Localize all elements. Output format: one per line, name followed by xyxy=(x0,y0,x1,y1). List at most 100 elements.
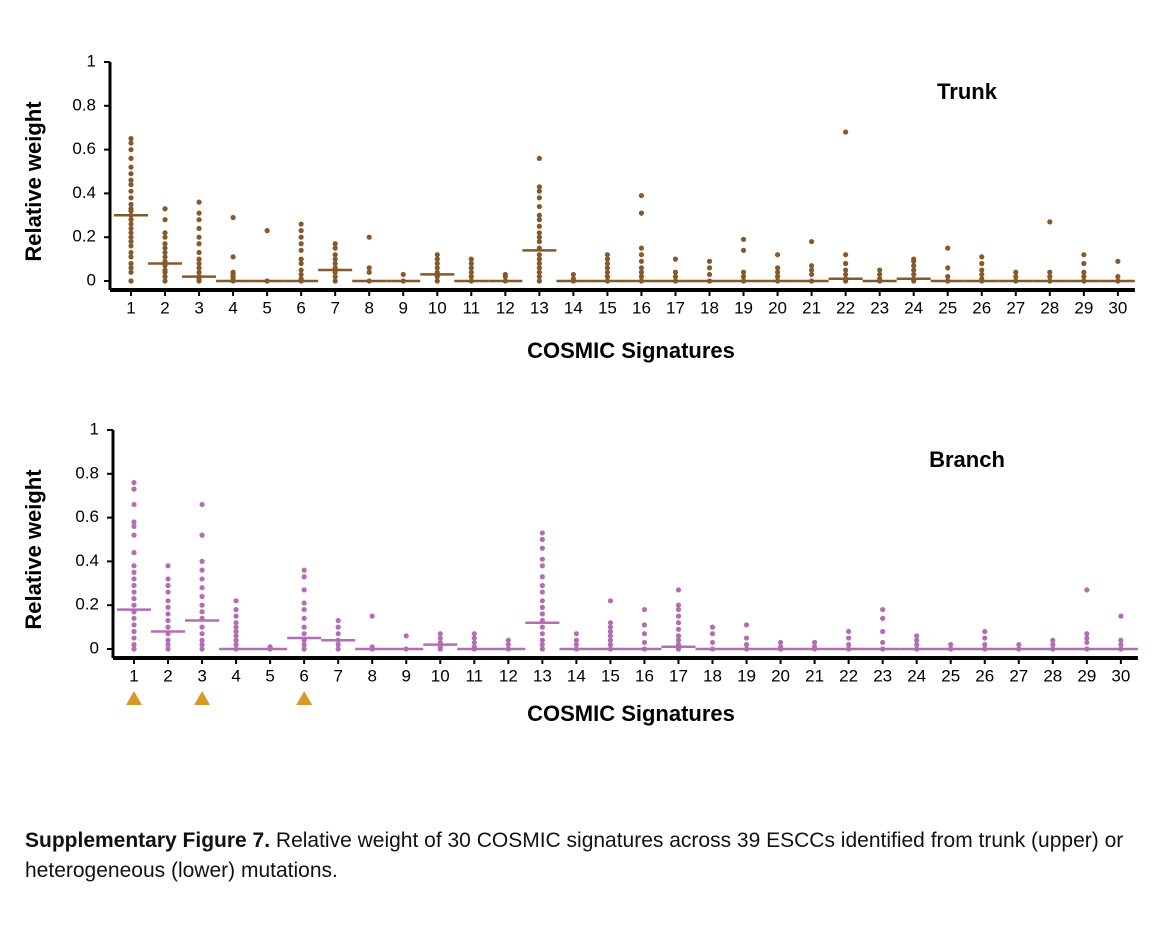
dot xyxy=(641,606,648,613)
dot xyxy=(539,631,545,637)
dot xyxy=(982,646,988,652)
dot xyxy=(298,260,304,267)
dot xyxy=(131,532,137,538)
x-tick-label: 4 xyxy=(228,298,237,317)
dot xyxy=(911,267,917,273)
dot xyxy=(131,622,137,628)
dot xyxy=(709,639,716,646)
dot xyxy=(536,155,542,161)
dot xyxy=(131,569,137,575)
dot xyxy=(128,195,134,201)
dot xyxy=(165,642,171,648)
dot xyxy=(162,278,168,284)
dot xyxy=(1050,637,1056,643)
dot xyxy=(607,624,614,630)
y-tick-label: 0.6 xyxy=(75,507,99,526)
dot xyxy=(434,269,440,275)
dot xyxy=(165,646,171,652)
dot xyxy=(298,247,304,253)
dot xyxy=(264,278,270,284)
x-tick-label: 5 xyxy=(262,298,271,317)
dot xyxy=(740,247,747,253)
dot xyxy=(672,274,679,280)
dot xyxy=(332,260,338,267)
dot xyxy=(162,217,168,223)
x-tick-label: 28 xyxy=(1040,298,1059,317)
dot xyxy=(165,563,171,569)
dot xyxy=(843,267,849,273)
dot xyxy=(638,278,645,284)
dot xyxy=(301,574,307,580)
dot xyxy=(672,269,679,275)
dot xyxy=(131,646,137,652)
dot xyxy=(743,622,750,628)
dot xyxy=(301,606,307,613)
dot xyxy=(301,615,307,621)
dot xyxy=(199,615,205,621)
dot xyxy=(638,210,645,216)
x-tick-label: 27 xyxy=(1006,298,1025,317)
dot xyxy=(502,278,508,284)
dot xyxy=(332,241,338,247)
x-tick-label: 30 xyxy=(1111,666,1130,685)
dot xyxy=(774,269,781,275)
dot xyxy=(128,249,134,256)
dot xyxy=(570,278,576,284)
dot xyxy=(675,646,682,652)
dot xyxy=(982,642,988,648)
x-tick-label: 6 xyxy=(296,298,305,317)
dot xyxy=(366,269,372,275)
dot xyxy=(1115,258,1121,264)
dot xyxy=(638,252,645,258)
dot xyxy=(675,626,682,632)
dot xyxy=(128,212,134,218)
highlight-marker xyxy=(296,691,313,705)
dot xyxy=(1013,274,1019,280)
dot xyxy=(301,642,307,648)
dot xyxy=(471,635,477,641)
dot xyxy=(672,256,679,262)
dot xyxy=(128,265,134,271)
dot xyxy=(638,274,645,280)
dot xyxy=(536,195,542,201)
x-tick-label: 16 xyxy=(635,666,654,685)
dot xyxy=(400,278,406,284)
dot xyxy=(502,274,508,280)
dot xyxy=(468,265,474,271)
dot xyxy=(812,639,818,646)
dot xyxy=(740,278,747,284)
y-tick-label: 0 xyxy=(87,270,96,289)
dot xyxy=(199,532,205,538)
dot xyxy=(877,271,883,278)
dot xyxy=(162,254,168,260)
chart-title: Branch xyxy=(929,447,1005,472)
x-tick-label: 26 xyxy=(975,666,994,685)
dot xyxy=(536,245,542,251)
dot xyxy=(979,260,985,267)
y-tick-label: 0.4 xyxy=(72,183,96,202)
dot xyxy=(301,637,307,643)
dot xyxy=(1016,646,1022,652)
x-tick-label: 18 xyxy=(703,666,722,685)
dot xyxy=(233,606,239,613)
dot xyxy=(638,192,645,199)
dot xyxy=(298,234,304,240)
dot xyxy=(332,245,338,251)
dot xyxy=(434,256,440,262)
dot xyxy=(128,171,134,177)
dot xyxy=(743,642,750,648)
x-tick-label: 23 xyxy=(870,298,889,317)
dot xyxy=(604,260,611,267)
dot xyxy=(128,136,134,142)
dot xyxy=(128,238,134,245)
x-tick-label: 13 xyxy=(533,666,552,685)
dot xyxy=(162,234,168,240)
x-tick-label: 10 xyxy=(428,298,447,317)
dot xyxy=(131,628,137,635)
dot xyxy=(607,646,614,652)
dot xyxy=(199,567,205,573)
dot xyxy=(332,274,338,280)
y-axis-label: Relative weight xyxy=(21,469,46,630)
dot xyxy=(777,639,784,646)
dot xyxy=(982,635,988,641)
